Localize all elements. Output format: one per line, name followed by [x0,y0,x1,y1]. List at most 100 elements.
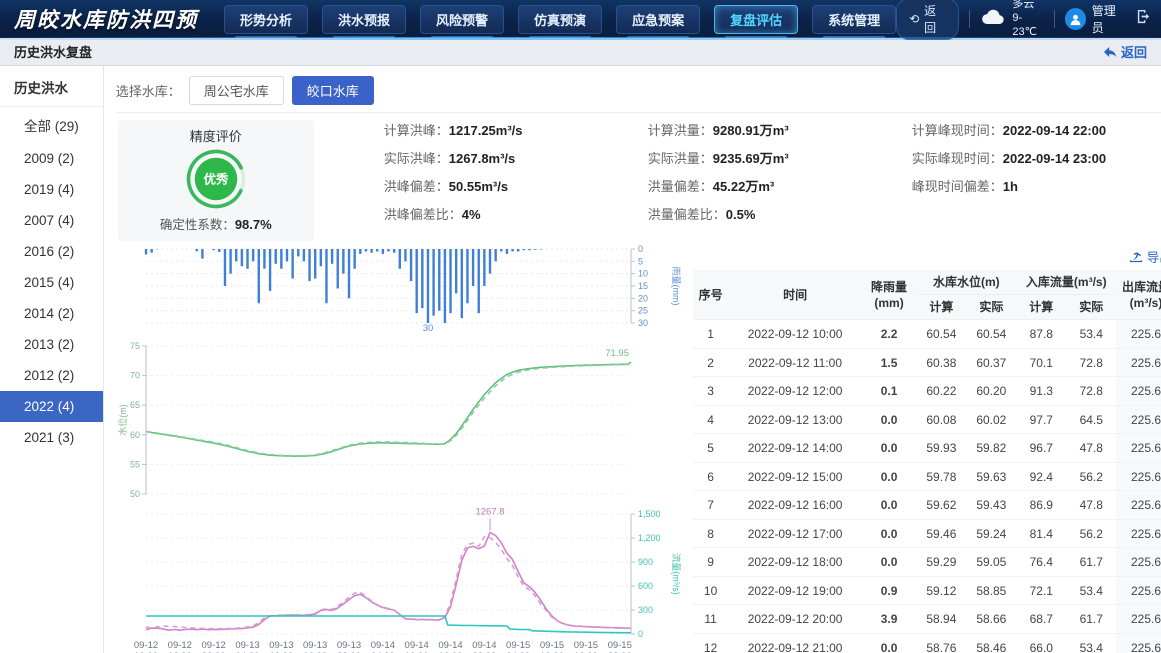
stat-line: 洪峰偏差比：4% [383,207,481,222]
stat-line: 洪量偏差比：0.5% [647,207,756,222]
accuracy-evaluation-card: 精度评价 优秀 确定性系数：98.7% [117,120,314,241]
certainty-coefficient: 确定性系数：98.7% [159,217,272,232]
svg-text:09-14: 09-14 [438,640,462,651]
svg-text:09-12: 09-12 [167,640,191,651]
svg-text:1267.8: 1267.8 [475,508,504,518]
sidebar-item-2014[interactable]: 2014 (2) [24,306,75,321]
sidebar-item-2009[interactable]: 2009 (2) [24,151,75,166]
reservoir-tab-皎口水库[interactable]: 皎口水库 [291,76,374,105]
reservoir-selector-row: 选择水库： 周公宅水库 皎口水库 [115,72,1161,113]
table-row[interactable]: 11 2022-09-12 20:00 3.9 58.94 58.66 68.7 61.7 2… [692,604,1161,634]
svg-text:10: 10 [638,269,648,279]
avatar [1064,8,1086,30]
sidebar-item-2012[interactable]: 2012 (2) [24,368,75,383]
svg-text:55: 55 [130,459,140,469]
water-level-chart: 50 55 60 65 70 75 水位(m) 71.95 [116,338,681,508]
table-row[interactable]: 1 2022-09-12 10:00 2.2 60.54 60.54 87.8 53.4 22… [692,319,1161,349]
nav-item-洪水预报[interactable]: 洪水预报 [322,4,407,38]
sidebar-item-2019[interactable]: 2019 (4) [24,182,75,197]
svg-text:10:00: 10:00 [405,651,429,653]
col-index: 序号 [692,270,729,321]
volume-stats-column: 计算洪量：9280.91万m³ 实际洪量：9235.69万m³ 洪量偏差：45.22… [648,120,856,241]
table-row[interactable]: 7 2022-09-12 16:00 0.0 59.62 59.43 86.9 47.8 22… [692,490,1161,520]
svg-text:1,500: 1,500 [638,509,661,519]
svg-text:50: 50 [130,489,140,499]
sidebar-item-2007[interactable]: 2007 (4) [24,213,75,228]
col-inflow-actual: 实际 [1066,294,1117,321]
table-row[interactable]: 2 2022-09-12 11:00 1.5 60.38 60.37 70.1 72.8 22… [692,348,1161,378]
table-row[interactable]: 6 2022-09-12 15:00 0.0 59.78 59.63 92.4 56.2 22… [692,462,1161,492]
table-row[interactable]: 12 2022-09-12 21:00 0.0 58.76 58.46 66.0 53.4 2… [692,633,1161,653]
sidebar-item-2013[interactable]: 2013 (2) [24,337,75,352]
reservoir-tab-周公宅水库[interactable]: 周公宅水库 [188,76,284,105]
cloud-icon [980,8,1006,31]
nav-item-复盘评估[interactable]: 复盘评估 [714,4,799,38]
sidebar-item-全部[interactable]: 全部 (29) [24,119,79,134]
svg-text:09-12: 09-12 [134,640,158,651]
table-row[interactable]: 4 2022-09-12 13:00 0.0 60.08 60.02 97.7 64.5 22… [692,405,1161,435]
svg-text:60: 60 [130,430,140,440]
table-row[interactable]: 3 2022-09-12 12:00 0.1 60.22 60.20 91.3 72.8 22… [692,376,1161,406]
app-logo-title: 周皎水库防洪四预 [14,9,198,32]
sidebar-item-2015[interactable]: 2015 (4) [24,275,75,290]
stats-row: 精度评价 优秀 确定性系数：98.7% 计算洪峰：1217.25m³/s 实际洪峰… [116,113,1161,245]
back-link[interactable]: 返回 [1103,42,1147,61]
peak-time-stats-column: 计算峰现时间：2022-09-14 22:00 实际峰现时间：2022-09-14… [912,120,1120,241]
top-return-button[interactable]: ⟲ 返回 [896,0,960,40]
main-content: 选择水库： 周公宅水库 皎口水库 精度评价 优秀 确定性系数：98.7% [103,66,1161,653]
rainfall-chart: 0 5 10 15 20 25 30 雨量(mm) 30 [116,244,681,338]
page-subheader: 历史洪水复盘 返回 [0,38,1161,66]
export-icon [1129,252,1142,263]
divider [1053,10,1055,28]
weather-condition: 多云 [1012,0,1035,11]
nav-item-风险预警[interactable]: 风险预警 [420,4,505,38]
svg-text:流量(m³/s): 流量(m³/s) [671,553,681,595]
divider [969,10,971,28]
review-data-table: 序号 时间 降雨量(mm) 水库水位(m) 入库流量(m³/s) 出库流量(m³… [692,270,1161,653]
sidebar-item-2022[interactable]: 2022 (4) [0,391,103,422]
col-outflow: 出库流量(m³/s) [1116,270,1161,321]
table-row[interactable]: 5 2022-09-12 14:00 0.0 59.93 59.82 96.7 47.8 22… [692,433,1161,463]
svg-text:16:00: 16:00 [574,651,598,653]
stat-line: 洪量偏差：45.22万m³ [647,179,775,194]
svg-text:04:00: 04:00 [506,651,530,653]
col-rainfall: 降雨量 (mm) [861,270,917,321]
svg-text:16:00: 16:00 [303,651,327,653]
table-row[interactable]: 10 2022-09-12 19:00 0.9 59.12 58.85 72.1 53.4 2… [692,576,1161,606]
svg-text:22:00: 22:00 [337,651,361,653]
stat-line: 实际峰现时间：2022-09-14 23:00 [911,151,1107,166]
main-menu: 形势分析 洪水预报 风险预警 仿真预演 应急预案 复盘评估 系统管理 [224,4,897,38]
svg-text:22:00: 22:00 [472,651,496,653]
back-arrow-icon [1103,46,1116,57]
svg-text:09-14: 09-14 [370,640,394,651]
nav-item-形势分析[interactable]: 形势分析 [224,4,309,38]
stat-line: 实际洪峰：1267.8m³/s [383,151,516,166]
svg-text:雨量(mm): 雨量(mm) [671,267,681,306]
flood-year-list: 全部 (29) 2009 (2) 2019 (4) 2007 (4) 2016 (2) 2… [0,107,103,453]
svg-text:75: 75 [130,341,140,351]
sidebar-item-2021[interactable]: 2021 (3) [24,430,75,445]
svg-text:04:00: 04:00 [371,651,395,653]
nav-item-应急预案[interactable]: 应急预案 [616,4,701,38]
stat-line: 计算洪量：9280.91万m³ [647,123,789,138]
weather-widget: 多云 9-23℃ [980,0,1043,40]
nav-item-系统管理[interactable]: 系统管理 [812,4,897,38]
svg-text:04:00: 04:00 [235,651,259,653]
svg-text:5: 5 [638,256,643,266]
stat-line: 实际洪量：9235.69万m³ [647,151,789,166]
topnav-right: ⟲ 返回 多云 9-23℃ 管理员 [896,0,1151,40]
nav-item-仿真预演[interactable]: 仿真预演 [518,4,603,38]
col-group-level: 水库水位(m) [916,270,1017,296]
export-button[interactable]: 导出 [1129,247,1161,266]
table-row[interactable]: 9 2022-09-12 18:00 0.0 59.29 59.05 76.4 61.7 22… [692,547,1161,577]
svg-text:20: 20 [638,293,648,303]
svg-text:22:00: 22:00 [608,651,632,653]
user-widget[interactable]: 管理员 [1064,2,1126,36]
svg-text:09-13: 09-13 [235,640,259,651]
table-row[interactable]: 8 2022-09-12 17:00 0.0 59.46 59.24 81.4 56.2 22… [692,519,1161,549]
svg-text:10:00: 10:00 [269,651,293,653]
logout-icon[interactable] [1136,9,1151,29]
sidebar-item-2016[interactable]: 2016 (2) [24,244,75,259]
evaluation-title: 精度评价 [189,129,242,144]
svg-text:30: 30 [422,323,433,333]
